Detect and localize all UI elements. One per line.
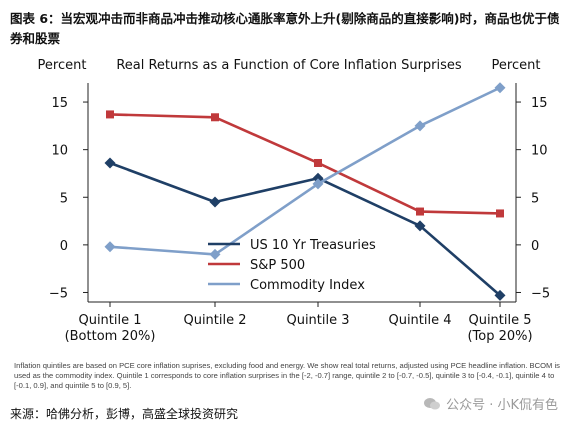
right-y-ticks: −5 0 5 10 15: [516, 96, 550, 301]
y-tick-label-left: −5: [49, 286, 68, 301]
legend-label: US 10 Yr Treasuries: [250, 238, 376, 253]
y-tick-label-right: 5: [531, 191, 539, 206]
plot-frame: [87, 83, 517, 303]
watermark-text: 公众号 · 小K侃有色: [446, 398, 558, 413]
right-axis-label: Percent: [492, 58, 541, 73]
y-tick-label-right: −5: [531, 286, 550, 301]
series-layer: [104, 82, 506, 301]
chart-legend: US 10 Yr Treasuries S&P 500 Commodity Inde…: [208, 238, 376, 293]
data-point: [312, 178, 324, 190]
y-tick-label-right: 10: [531, 144, 548, 159]
x-tick-sublabel: (Top 20%): [467, 329, 532, 344]
x-tick-label: Quintile 5: [468, 313, 531, 328]
x-tick-label: Quintile 3: [286, 313, 349, 328]
y-tick-label-left: 0: [60, 239, 68, 254]
y-tick-label-left: 5: [60, 191, 68, 206]
watermark: 公众号 · 小K侃有色: [423, 394, 558, 413]
series-line-2: [109, 86, 501, 256]
figure-title: 图表 6：当宏观冲击而非商品冲击推动核心通胀率意外上升(剔除商品的直接影响)时，…: [10, 11, 560, 46]
x-ticks: Quintile 1(Bottom 20%) Quintile 2 Quintile…: [65, 302, 533, 344]
data-point: [209, 248, 221, 260]
series-line-1: [109, 113, 501, 215]
data-point: [314, 158, 322, 167]
y-tick-label-right: 15: [531, 96, 548, 111]
x-tick-label: Quintile 4: [388, 313, 451, 328]
x-tick-label: Quintile 1: [78, 313, 141, 328]
data-point: [494, 289, 506, 301]
data-point: [494, 82, 506, 94]
wechat-icon: [424, 397, 441, 409]
x-tick-label: Quintile 2: [183, 313, 246, 328]
data-point: [106, 110, 114, 119]
data-point: [104, 241, 116, 253]
chart-footnote: Inflation quintiles are based on PCE cor…: [14, 361, 560, 390]
legend-label: Commodity Index: [250, 278, 365, 293]
left-axis-label: Percent: [38, 58, 87, 73]
y-tick-label-right: 0: [531, 239, 539, 254]
chart-title: Real Returns as a Function of Core Infla…: [116, 58, 462, 73]
y-tick-label-left: 10: [51, 144, 68, 159]
x-tick-sublabel: (Bottom 20%): [65, 329, 156, 344]
legend-label: S&P 500: [250, 258, 305, 273]
data-point: [104, 157, 116, 169]
source-note: 来源：哈佛分析，彭博，高盛全球投资研究: [10, 407, 239, 421]
data-point: [496, 209, 504, 218]
data-point: [414, 220, 426, 232]
data-point: [416, 207, 424, 216]
data-point: [414, 120, 426, 132]
left-y-ticks: −5 0 5 10 15: [49, 96, 88, 301]
series-line-0: [109, 161, 501, 297]
line-chart: Percent Real Returns as a Function of Co…: [38, 58, 551, 344]
data-point: [211, 113, 219, 122]
y-tick-label-left: 15: [51, 96, 68, 111]
data-point: [209, 196, 221, 208]
